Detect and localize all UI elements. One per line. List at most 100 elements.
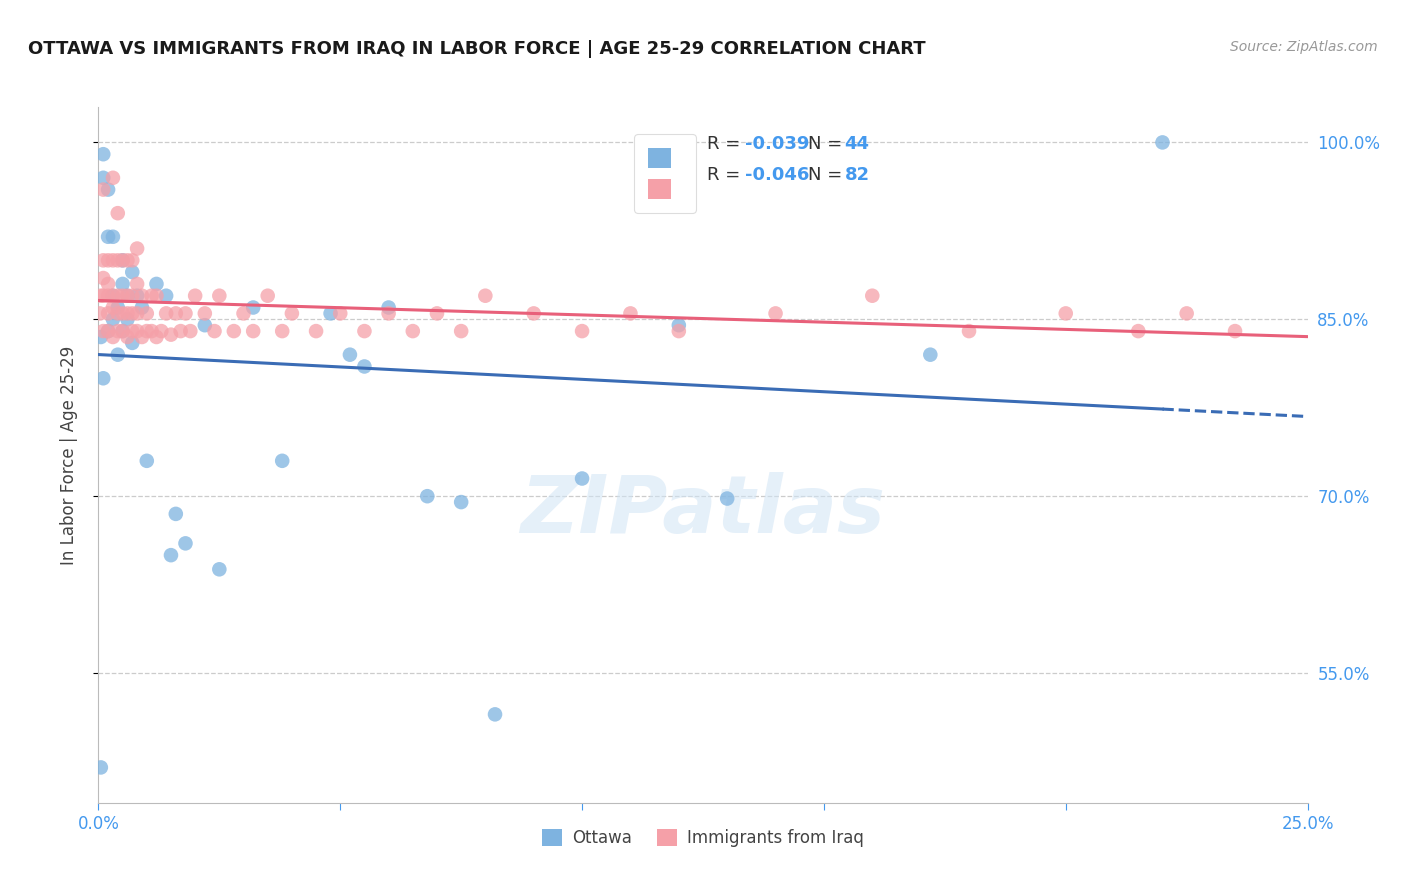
Point — [145, 330, 167, 344]
Point — [121, 324, 143, 338]
Point — [169, 324, 191, 338]
Point — [281, 306, 304, 320]
Point — [91, 371, 114, 385]
Point — [91, 271, 114, 285]
Point — [101, 289, 124, 303]
Point — [91, 147, 114, 161]
Point — [194, 306, 217, 320]
Point — [117, 312, 139, 326]
Point — [377, 306, 399, 320]
Point — [117, 289, 139, 303]
Text: N =: N = — [808, 135, 848, 153]
Point — [121, 335, 143, 350]
Point — [97, 277, 120, 291]
Point — [271, 454, 294, 468]
Point — [668, 324, 690, 338]
Point — [160, 548, 183, 562]
Point — [121, 265, 143, 279]
Point — [111, 324, 134, 338]
Point — [91, 289, 114, 303]
Text: -0.039: -0.039 — [745, 135, 810, 153]
Point — [920, 348, 942, 362]
Point — [222, 324, 245, 338]
Point — [860, 289, 883, 303]
Point — [107, 306, 129, 320]
Point — [107, 348, 129, 362]
Point — [135, 324, 157, 338]
Text: Source: ZipAtlas.com: Source: ZipAtlas.com — [1230, 40, 1378, 54]
Point — [135, 306, 157, 320]
Point — [127, 242, 149, 256]
Point — [111, 306, 134, 320]
Point — [716, 491, 738, 506]
Text: R =: R = — [707, 166, 745, 184]
Point — [101, 330, 124, 344]
Point — [165, 306, 187, 320]
Point — [117, 306, 139, 320]
Point — [117, 253, 139, 268]
Y-axis label: In Labor Force | Age 25-29: In Labor Force | Age 25-29 — [59, 345, 77, 565]
Point — [101, 253, 124, 268]
Point — [101, 289, 124, 303]
Point — [353, 324, 375, 338]
Point — [339, 348, 361, 362]
Point — [97, 324, 120, 338]
Point — [141, 289, 163, 303]
Point — [145, 277, 167, 291]
Point — [97, 253, 120, 268]
Text: 44: 44 — [845, 135, 869, 153]
Point — [416, 489, 439, 503]
Point — [91, 170, 114, 185]
Point — [1175, 306, 1198, 320]
Point — [111, 324, 134, 338]
Point — [117, 330, 139, 344]
Point — [208, 289, 231, 303]
Point — [131, 330, 153, 344]
Point — [1054, 306, 1077, 320]
Point — [111, 253, 134, 268]
Point — [127, 277, 149, 291]
Point — [141, 324, 163, 338]
Point — [90, 330, 112, 344]
Point — [450, 495, 472, 509]
Text: -0.046: -0.046 — [745, 166, 810, 184]
Point — [90, 760, 112, 774]
Text: 82: 82 — [845, 166, 869, 184]
Point — [179, 324, 201, 338]
Point — [426, 306, 449, 320]
Point — [155, 306, 177, 320]
Point — [107, 324, 129, 338]
Point — [377, 301, 399, 315]
Point — [127, 324, 149, 338]
Text: ZIPatlas: ZIPatlas — [520, 472, 886, 549]
Point — [484, 707, 506, 722]
Point — [97, 306, 120, 320]
Point — [619, 306, 641, 320]
Point — [1223, 324, 1246, 338]
Point — [208, 562, 231, 576]
Point — [111, 277, 134, 291]
Point — [523, 306, 546, 320]
Point — [765, 306, 787, 320]
Point — [160, 327, 183, 342]
Point — [1152, 136, 1174, 150]
Point — [101, 229, 124, 244]
Point — [271, 324, 294, 338]
Point — [121, 306, 143, 320]
Point — [145, 289, 167, 303]
Point — [121, 253, 143, 268]
Legend: Ottawa, Immigrants from Iraq: Ottawa, Immigrants from Iraq — [536, 822, 870, 854]
Point — [474, 289, 496, 303]
Point — [97, 183, 120, 197]
Point — [450, 324, 472, 338]
Point — [97, 229, 120, 244]
Point — [174, 536, 197, 550]
Point — [101, 312, 124, 326]
Point — [107, 301, 129, 315]
Point — [232, 306, 254, 320]
Point — [121, 289, 143, 303]
Text: R =: R = — [707, 135, 745, 153]
Point — [150, 324, 173, 338]
Point — [242, 301, 264, 315]
Point — [194, 318, 217, 333]
